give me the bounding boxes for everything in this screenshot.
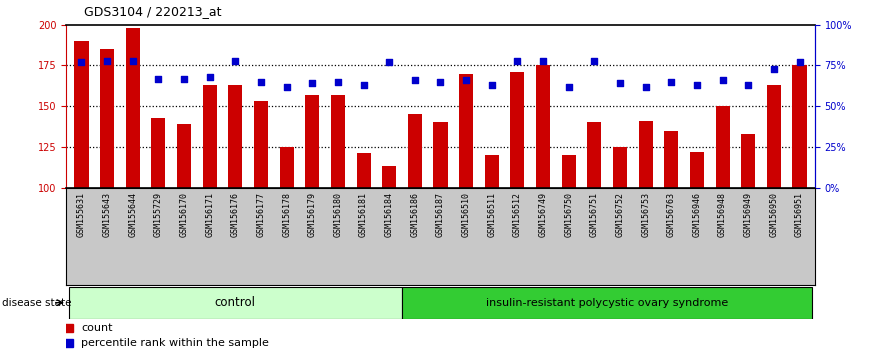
Bar <box>357 153 371 188</box>
Text: GSM156749: GSM156749 <box>538 192 548 236</box>
Bar <box>459 74 473 188</box>
Point <box>228 58 242 63</box>
Point <box>152 76 166 81</box>
Text: disease state: disease state <box>2 298 71 308</box>
Bar <box>433 122 448 188</box>
Bar <box>485 155 499 188</box>
Bar <box>382 166 396 188</box>
Bar <box>536 65 550 188</box>
Bar <box>254 101 268 188</box>
Point <box>357 82 371 88</box>
Point <box>305 81 319 86</box>
Bar <box>203 85 217 188</box>
Point <box>126 58 140 63</box>
Bar <box>664 131 678 188</box>
Text: GSM156750: GSM156750 <box>564 192 574 236</box>
Bar <box>100 49 115 188</box>
Text: GSM156178: GSM156178 <box>282 192 291 236</box>
Bar <box>228 85 242 188</box>
Text: GSM155631: GSM155631 <box>77 192 86 236</box>
Point <box>588 58 602 63</box>
Text: GSM156946: GSM156946 <box>692 192 701 236</box>
Text: GSM156180: GSM156180 <box>333 192 343 236</box>
Text: GSM156751: GSM156751 <box>590 192 599 236</box>
Bar <box>766 85 781 188</box>
Point <box>331 79 345 85</box>
Point <box>664 79 678 85</box>
Bar <box>741 134 755 188</box>
Point <box>793 59 807 65</box>
Point <box>613 81 627 86</box>
Bar <box>152 118 166 188</box>
Point <box>715 77 729 83</box>
Point <box>408 77 422 83</box>
Bar <box>74 41 88 188</box>
Text: GSM155729: GSM155729 <box>154 192 163 236</box>
Point <box>510 58 524 63</box>
Bar <box>510 72 524 188</box>
Text: GSM156763: GSM156763 <box>667 192 676 236</box>
Point <box>100 58 115 63</box>
Bar <box>69 287 402 319</box>
Text: GSM156948: GSM156948 <box>718 192 727 236</box>
Point <box>177 76 191 81</box>
Point <box>766 66 781 72</box>
Bar <box>305 95 319 188</box>
Point <box>203 74 217 80</box>
Point <box>639 84 653 90</box>
Bar <box>279 147 293 188</box>
Text: GDS3104 / 220213_at: GDS3104 / 220213_at <box>84 5 221 18</box>
Text: GSM156752: GSM156752 <box>616 192 625 236</box>
Text: GSM156950: GSM156950 <box>769 192 779 236</box>
Text: GSM155643: GSM155643 <box>102 192 112 236</box>
Text: GSM156171: GSM156171 <box>205 192 214 236</box>
Text: GSM156176: GSM156176 <box>231 192 240 236</box>
Text: GSM156184: GSM156184 <box>385 192 394 236</box>
Bar <box>588 122 602 188</box>
Text: GSM156949: GSM156949 <box>744 192 752 236</box>
Text: GSM156951: GSM156951 <box>795 192 804 236</box>
Text: GSM156179: GSM156179 <box>307 192 317 236</box>
Point <box>741 82 755 88</box>
Point <box>459 77 473 83</box>
Point <box>433 79 448 85</box>
Text: percentile rank within the sample: percentile rank within the sample <box>81 338 270 348</box>
Text: count: count <box>81 323 113 333</box>
Text: GSM156186: GSM156186 <box>411 192 419 236</box>
Text: GSM156177: GSM156177 <box>256 192 265 236</box>
Point <box>536 58 550 63</box>
Bar <box>126 28 140 188</box>
Text: control: control <box>215 296 255 309</box>
Text: insulin-resistant polycystic ovary syndrome: insulin-resistant polycystic ovary syndr… <box>486 298 729 308</box>
Bar <box>639 121 653 188</box>
Bar <box>331 95 345 188</box>
Bar <box>690 152 704 188</box>
Bar <box>613 147 627 188</box>
Point <box>690 82 704 88</box>
Point <box>382 59 396 65</box>
Text: GSM156511: GSM156511 <box>487 192 496 236</box>
Bar <box>715 106 729 188</box>
Text: GSM156187: GSM156187 <box>436 192 445 236</box>
Bar <box>562 155 576 188</box>
Text: GSM156181: GSM156181 <box>359 192 368 236</box>
Text: GSM156170: GSM156170 <box>180 192 189 236</box>
Text: GSM156753: GSM156753 <box>641 192 650 236</box>
Point <box>254 79 268 85</box>
Bar <box>402 287 812 319</box>
Text: GSM156510: GSM156510 <box>462 192 470 236</box>
Bar <box>177 124 191 188</box>
Bar <box>408 114 422 188</box>
Bar <box>793 65 807 188</box>
Point <box>485 82 499 88</box>
Point <box>562 84 576 90</box>
Point <box>74 59 88 65</box>
Text: GSM155644: GSM155644 <box>129 192 137 236</box>
Text: GSM156512: GSM156512 <box>513 192 522 236</box>
Point <box>279 84 293 90</box>
